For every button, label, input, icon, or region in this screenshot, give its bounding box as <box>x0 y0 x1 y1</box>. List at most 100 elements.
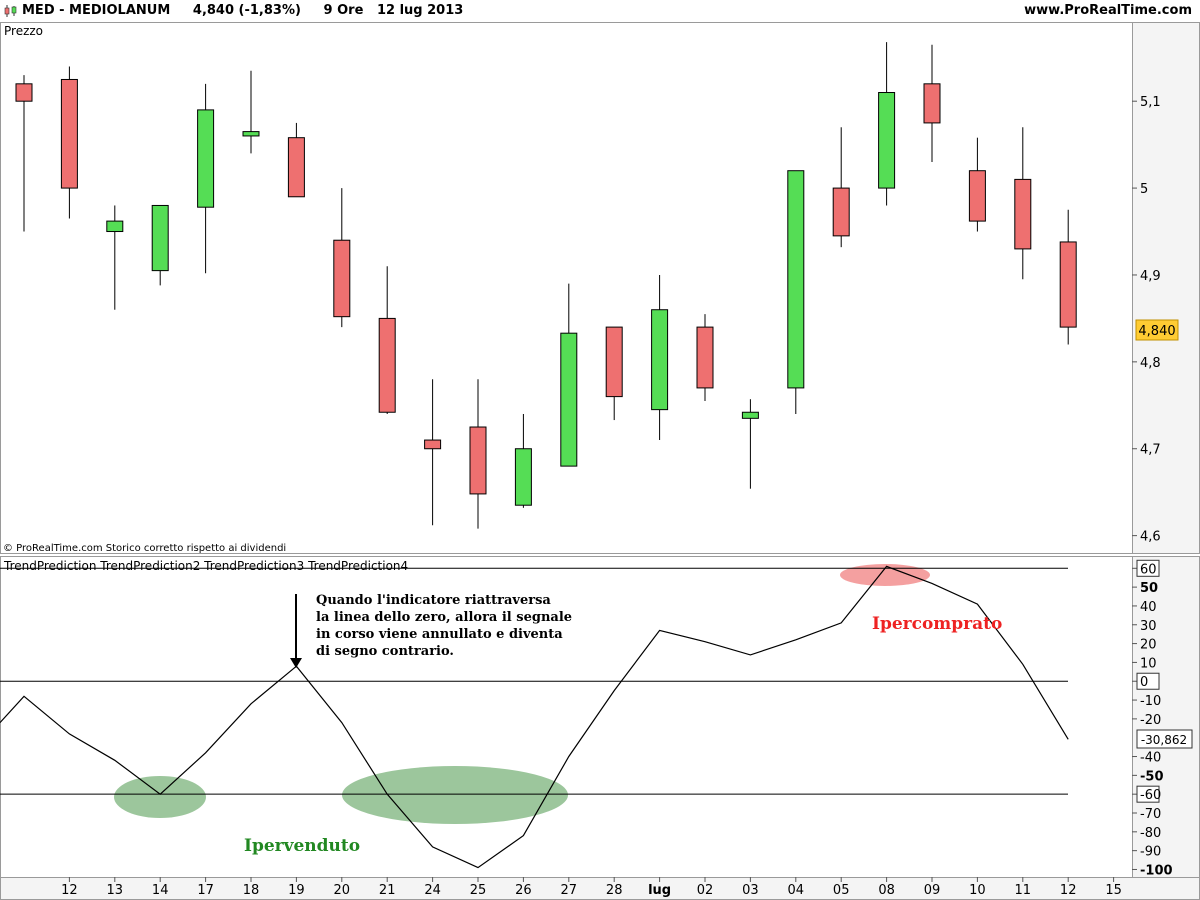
candle-body <box>832 187 850 237</box>
candle-03[interactable] <box>741 399 759 489</box>
indicator-tick-label: 50 <box>1140 581 1158 596</box>
candle-04[interactable] <box>787 170 805 414</box>
candle-20[interactable] <box>333 188 351 328</box>
indicator-tick-label: 0 <box>1140 675 1148 690</box>
candle-body <box>287 137 305 198</box>
indicator-tick-label: 20 <box>1140 638 1157 653</box>
indicator-tick-label: 40 <box>1140 600 1157 615</box>
x-tick-label: 11 <box>1015 883 1032 898</box>
candle-17[interactable] <box>197 83 215 274</box>
candle-19[interactable] <box>287 122 305 198</box>
candle-05[interactable] <box>832 127 850 248</box>
candle-12[interactable] <box>1059 209 1077 345</box>
candle-body <box>968 170 986 222</box>
current-indicator-badge: -30,862 <box>1136 729 1193 749</box>
indicator-tick-box <box>1136 785 1160 803</box>
price-tick-label: 5,1 <box>1140 95 1161 110</box>
candle-body <box>197 109 215 208</box>
indicator-axis-frame <box>1132 556 1200 878</box>
x-tick-label: 25 <box>470 883 487 898</box>
candle-24[interactable] <box>424 379 442 526</box>
price-tick-label: 4,8 <box>1140 356 1161 371</box>
annotation-arrow-head <box>290 658 302 668</box>
candle-body <box>242 131 260 137</box>
candle-02[interactable] <box>696 314 714 401</box>
candle-12[interactable] <box>60 66 78 219</box>
oversold-highlight-1 <box>114 776 206 818</box>
candle-body <box>651 309 669 411</box>
candle-11[interactable] <box>15 75 33 232</box>
overbought-label: Ipercomprato <box>872 614 1002 634</box>
candle-body <box>333 239 351 318</box>
annotation-line-2: la linea dello zero, allora il segnale <box>316 610 572 625</box>
price-tick-label: 4,9 <box>1140 269 1161 284</box>
indicator-tick-label: -70 <box>1140 807 1161 822</box>
current-indicator-value: -30,862 <box>1141 733 1187 747</box>
indicator-tick-label: 60 <box>1140 562 1157 577</box>
x-tick-label: 19 <box>288 883 305 898</box>
candle-body <box>514 448 532 506</box>
indicator-tick-label: 30 <box>1140 619 1157 634</box>
candle-10[interactable] <box>968 137 986 232</box>
x-tick-label: 13 <box>107 883 124 898</box>
x-tick-label: 27 <box>561 883 578 898</box>
candle-13[interactable] <box>106 205 124 310</box>
candle-body <box>1059 241 1077 328</box>
x-tick-label: 09 <box>924 883 941 898</box>
x-tick-label: 12 <box>61 883 78 898</box>
candle-28[interactable] <box>605 326 623 421</box>
indicator-panel-frame <box>0 556 1133 878</box>
trendprediction-line <box>0 565 1069 869</box>
x-tick-label: 15 <box>1105 883 1122 898</box>
x-tick-label: 08 <box>878 883 895 898</box>
candle-lug[interactable] <box>651 274 669 441</box>
candle-body <box>741 411 759 419</box>
x-tick-label: 03 <box>742 883 759 898</box>
indicator-tick-label: 10 <box>1140 656 1157 671</box>
candle-21[interactable] <box>378 266 396 414</box>
candle-25[interactable] <box>469 379 487 529</box>
indicator-tick-label: -20 <box>1140 713 1161 728</box>
indicator-tick-label: -50 <box>1140 769 1164 784</box>
candle-body <box>15 83 33 102</box>
x-tick-label: lug <box>648 883 671 898</box>
candle-26[interactable] <box>514 413 532 508</box>
instrument-title: MED - MEDIOLANUM 4,840 (-1,83%) 9 Ore 12… <box>22 3 464 18</box>
candle-body <box>1014 178 1032 250</box>
candle-body <box>424 439 442 450</box>
indicator-panel-label: TrendPrediction TrendPrediction2 TrendPr… <box>3 559 408 573</box>
candle-18[interactable] <box>242 70 260 154</box>
candle-body <box>560 332 578 467</box>
x-tick-label: 05 <box>833 883 850 898</box>
candle-body <box>787 170 805 389</box>
x-tick-label: 18 <box>243 883 260 898</box>
candle-body <box>469 426 487 495</box>
candle-11[interactable] <box>1014 127 1032 280</box>
candle-body <box>696 326 714 389</box>
price-axis-frame <box>1132 22 1200 554</box>
price-tick-label: 5 <box>1140 182 1148 197</box>
candle-14[interactable] <box>151 204 169 286</box>
x-tick-label: 28 <box>606 883 623 898</box>
site-url[interactable]: www.ProRealTime.com <box>1024 3 1192 18</box>
price-panel-frame <box>0 22 1133 554</box>
x-tick-label: 26 <box>515 883 532 898</box>
indicator-tick-label: -60 <box>1140 788 1161 803</box>
x-tick-label: 14 <box>152 883 169 898</box>
x-tick-label: 12 <box>1060 883 1077 898</box>
x-tick-label: 10 <box>969 883 986 898</box>
x-tick-label: 04 <box>788 883 805 898</box>
candle-09[interactable] <box>923 44 941 163</box>
price-tick-label: 4,7 <box>1140 443 1161 458</box>
indicator-tick-label: -80 <box>1140 826 1161 841</box>
candle-08[interactable] <box>878 42 896 206</box>
indicator-tick-label: -90 <box>1140 845 1161 860</box>
candle-body <box>878 92 896 189</box>
annotation-line-1: Quando l'indicatore riattraversa <box>316 593 551 608</box>
candle-body <box>605 326 623 398</box>
x-tick-label: 24 <box>424 883 441 898</box>
overbought-highlight <box>840 564 930 586</box>
candle-27[interactable] <box>560 283 578 467</box>
oversold-highlight-2 <box>342 766 568 824</box>
